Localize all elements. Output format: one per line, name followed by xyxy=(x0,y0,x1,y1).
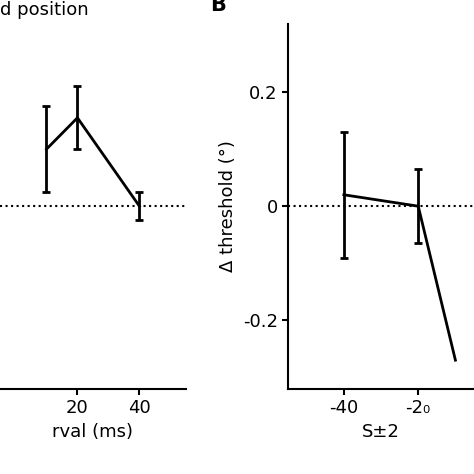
X-axis label: S±2: S±2 xyxy=(362,423,400,441)
X-axis label: rval (ms): rval (ms) xyxy=(53,423,134,441)
Y-axis label: Δ threshold (°): Δ threshold (°) xyxy=(219,140,237,272)
Text: d position: d position xyxy=(0,1,89,19)
Text: B: B xyxy=(210,0,226,15)
